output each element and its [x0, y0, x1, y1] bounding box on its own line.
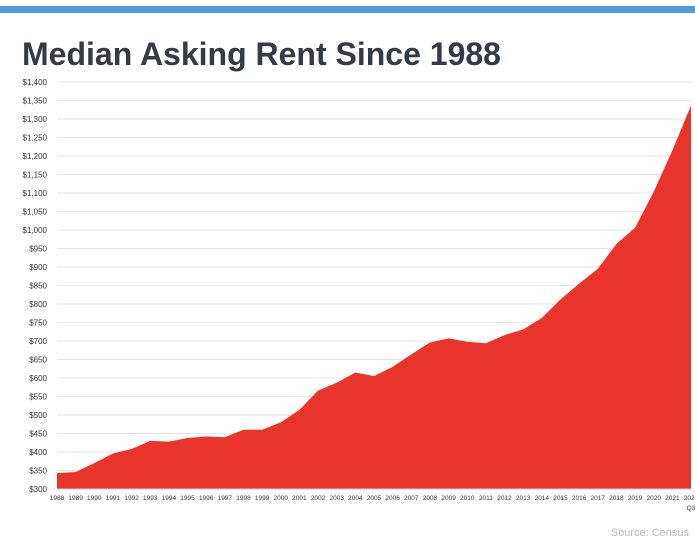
- x-tick-label: 1996: [199, 495, 214, 502]
- x-tick-label: 2017: [591, 495, 606, 502]
- y-tick-label: $1,200: [23, 152, 48, 161]
- x-tick-label: 2010: [460, 495, 475, 502]
- y-tick-label: $300: [29, 485, 47, 494]
- top-accent-bar: [0, 6, 695, 13]
- x-tick-label: 2015: [553, 495, 568, 502]
- x-tick-label: 2007: [404, 495, 419, 502]
- x-tick-label: 2011: [479, 495, 493, 502]
- y-axis-tick-labels: $300 $350 $400 $450 $500 $550 $600 $650 $700 $750…: [23, 78, 48, 494]
- x-tick-label: 1997: [218, 495, 233, 502]
- y-tick-label: $550: [29, 393, 47, 402]
- x-tick-label: 2006: [385, 495, 400, 502]
- x-tick-label: 1992: [124, 495, 139, 502]
- y-tick-label: $1,000: [23, 226, 48, 235]
- x-tick-label: 1999: [255, 495, 270, 502]
- y-tick-label: $600: [29, 374, 47, 383]
- source-note: Source: Census: [610, 527, 689, 539]
- x-tick-label: 1991: [106, 495, 121, 502]
- y-tick-label: $400: [29, 448, 47, 457]
- y-tick-label: $1,400: [23, 78, 48, 87]
- x-tick-label: 1988: [50, 495, 65, 502]
- x-tick-label: 2005: [367, 495, 382, 502]
- x-tick-label: 2014: [535, 495, 550, 502]
- y-tick-label: $1,300: [23, 115, 48, 124]
- page-title: Median Asking Rent Since 1988: [22, 36, 501, 72]
- x-tick-label: 2000: [274, 495, 289, 502]
- x-tick-label: 1998: [236, 495, 251, 502]
- y-tick-label: $1,250: [23, 134, 48, 143]
- x-tick-label: 1995: [180, 495, 195, 502]
- x-tick-label-suffix: Q3: [687, 505, 695, 512]
- x-tick-label: 2003: [329, 495, 344, 502]
- y-tick-label: $1,350: [23, 97, 48, 106]
- x-axis-tick-labels: 1988 1989 1990 1991 1992 1993 1994 1995 1996 1997…: [50, 495, 695, 512]
- y-tick-label: $1,150: [23, 171, 48, 180]
- x-tick-label: 2018: [609, 495, 624, 502]
- x-tick-label: 2013: [516, 495, 531, 502]
- x-tick-label: 2001: [292, 495, 307, 502]
- x-tick-label: 2012: [497, 495, 512, 502]
- x-tick-label: 2009: [441, 495, 456, 502]
- x-tick-label: 1993: [143, 495, 158, 502]
- x-tick-label: 2019: [628, 495, 643, 502]
- y-tick-label: $500: [29, 411, 47, 420]
- rent-area-series: [57, 105, 691, 490]
- x-tick-label: 2020: [646, 495, 661, 502]
- x-tick-label: 2016: [572, 495, 587, 502]
- x-tick-label: 2002: [311, 495, 326, 502]
- y-tick-label: $1,100: [23, 189, 48, 198]
- y-tick-label: $1,050: [23, 208, 48, 217]
- x-tick-label: 2008: [423, 495, 438, 502]
- x-tick-label: 2021: [665, 495, 680, 502]
- x-tick-label: 1994: [162, 495, 177, 502]
- y-tick-label: $700: [29, 337, 47, 346]
- y-tick-label: $850: [29, 282, 47, 291]
- y-tick-label: $650: [29, 356, 47, 365]
- x-tick-label: 2022: [684, 495, 695, 502]
- y-tick-label: $950: [29, 245, 47, 254]
- y-tick-label: $750: [29, 319, 47, 328]
- x-tick-label: 2004: [348, 495, 363, 502]
- x-tick-label: 1990: [87, 495, 102, 502]
- x-tick-label: 1989: [68, 495, 83, 502]
- y-tick-label: $450: [29, 430, 47, 439]
- y-tick-label: $800: [29, 300, 47, 309]
- y-tick-label: $900: [29, 263, 47, 272]
- y-tick-label: $350: [29, 467, 47, 476]
